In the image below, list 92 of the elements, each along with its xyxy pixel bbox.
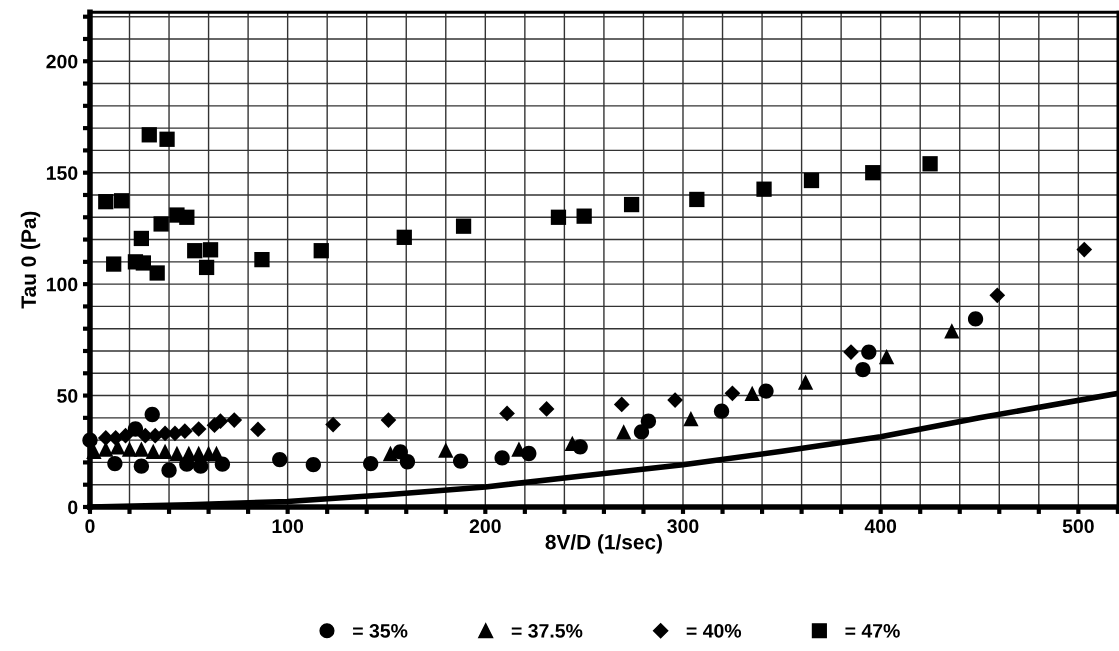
point xyxy=(149,265,165,281)
legend-label: = 40% xyxy=(686,623,742,638)
legend-label: = 35% xyxy=(353,623,408,638)
point xyxy=(633,424,650,440)
x-tick-label: 400 xyxy=(864,519,897,534)
point xyxy=(153,216,169,232)
point xyxy=(1076,241,1093,258)
point xyxy=(133,458,149,474)
point xyxy=(756,181,772,197)
point xyxy=(133,230,149,247)
point xyxy=(121,441,138,457)
point xyxy=(141,127,157,143)
point xyxy=(380,412,397,428)
point xyxy=(135,255,151,271)
y-tick-label: 150 xyxy=(46,166,78,180)
point xyxy=(683,410,699,427)
point xyxy=(640,413,657,429)
point xyxy=(878,348,895,365)
point xyxy=(161,462,177,478)
point xyxy=(157,443,173,459)
y-tick-label: 200 xyxy=(46,54,78,69)
point xyxy=(855,362,871,378)
point xyxy=(179,456,195,472)
point xyxy=(494,450,510,466)
point xyxy=(797,374,814,390)
point xyxy=(396,229,412,245)
point xyxy=(272,451,288,468)
point xyxy=(107,455,123,472)
legend-label: = 37.5% xyxy=(511,623,583,638)
point xyxy=(198,259,215,276)
point xyxy=(623,196,640,213)
point xyxy=(305,457,321,473)
x-tick-label: 500 xyxy=(1062,519,1094,534)
point xyxy=(202,242,219,258)
point xyxy=(758,383,774,399)
y-tick-label: 0 xyxy=(68,500,78,515)
point xyxy=(499,405,515,422)
point xyxy=(313,243,329,259)
x-tick-label: 200 xyxy=(469,519,501,534)
point xyxy=(250,421,266,438)
point xyxy=(967,311,984,327)
point xyxy=(861,344,877,360)
point xyxy=(113,193,130,209)
point xyxy=(550,209,567,225)
point xyxy=(159,131,175,147)
point xyxy=(399,454,416,470)
point xyxy=(254,251,270,268)
point xyxy=(944,323,960,339)
point xyxy=(613,396,630,413)
point xyxy=(82,432,98,448)
x-tick-label: 300 xyxy=(667,519,699,534)
point xyxy=(572,439,588,455)
point xyxy=(616,424,632,440)
point xyxy=(214,456,231,472)
point xyxy=(455,218,472,234)
point xyxy=(843,344,859,360)
point xyxy=(382,445,399,462)
point xyxy=(865,165,881,181)
point xyxy=(179,209,195,225)
point xyxy=(803,172,820,189)
point xyxy=(144,406,160,423)
point xyxy=(106,256,122,272)
point xyxy=(127,421,144,437)
point xyxy=(98,194,114,210)
point xyxy=(538,401,555,417)
point xyxy=(133,441,149,457)
point xyxy=(145,443,161,459)
point xyxy=(521,445,537,462)
point xyxy=(713,403,730,419)
point xyxy=(452,453,469,469)
point xyxy=(438,442,454,458)
point xyxy=(117,427,134,444)
point xyxy=(190,421,207,437)
point xyxy=(744,385,760,401)
point xyxy=(724,385,741,402)
point xyxy=(363,455,379,472)
x-axis-title: 8V/D (1/sec) xyxy=(545,534,662,554)
point xyxy=(176,423,193,440)
point xyxy=(187,243,203,259)
y-tick-label: 100 xyxy=(46,277,78,292)
x-tick-label: 100 xyxy=(272,519,304,534)
point xyxy=(325,416,341,433)
x-tick-label: 0 xyxy=(85,519,95,534)
point xyxy=(576,208,592,224)
y-axis-title: Tau 0 (Pa) xyxy=(20,211,41,309)
point xyxy=(989,287,1006,304)
y-tick-label: 50 xyxy=(57,389,78,403)
point xyxy=(689,191,705,208)
point xyxy=(922,156,938,172)
point xyxy=(667,392,683,408)
legend-label: = 47% xyxy=(845,624,900,638)
point xyxy=(226,412,243,428)
